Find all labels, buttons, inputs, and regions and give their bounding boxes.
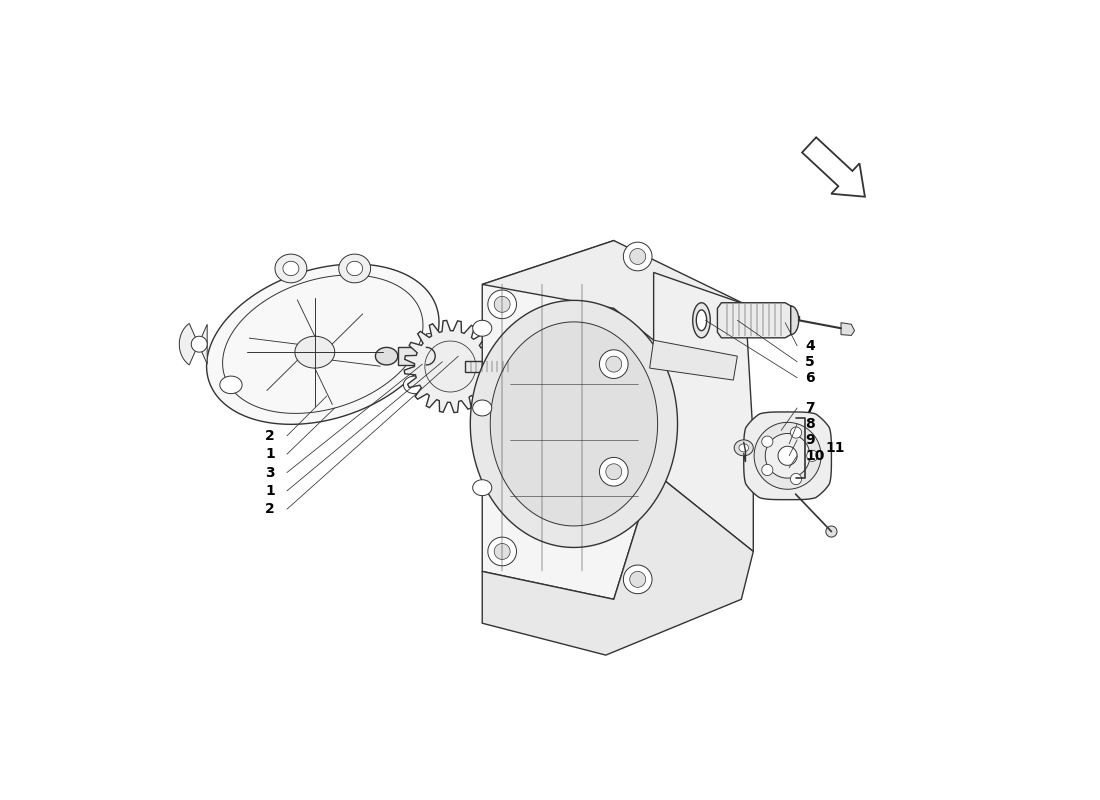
Polygon shape	[791, 306, 799, 334]
Text: 5: 5	[805, 354, 815, 369]
Polygon shape	[791, 474, 802, 485]
Polygon shape	[404, 376, 426, 394]
Polygon shape	[606, 464, 621, 480]
Polygon shape	[488, 290, 517, 318]
Polygon shape	[275, 254, 307, 283]
Polygon shape	[762, 465, 773, 475]
Polygon shape	[653, 273, 754, 551]
Polygon shape	[534, 359, 548, 374]
Text: 7: 7	[805, 401, 815, 415]
Polygon shape	[473, 320, 492, 336]
Polygon shape	[629, 249, 646, 265]
Text: 8: 8	[805, 417, 815, 431]
Text: 3: 3	[265, 466, 275, 479]
Polygon shape	[207, 264, 439, 424]
Text: 2: 2	[265, 502, 275, 516]
Polygon shape	[464, 361, 514, 372]
Polygon shape	[755, 422, 821, 490]
Polygon shape	[762, 436, 773, 447]
Polygon shape	[624, 242, 652, 271]
Text: 9: 9	[805, 433, 815, 447]
Polygon shape	[473, 400, 492, 416]
Text: 11: 11	[825, 441, 845, 455]
Polygon shape	[600, 458, 628, 486]
Text: 1: 1	[265, 447, 275, 462]
Text: 2: 2	[265, 429, 275, 443]
Polygon shape	[482, 241, 746, 356]
Polygon shape	[842, 322, 855, 335]
Polygon shape	[425, 341, 476, 392]
Polygon shape	[717, 302, 791, 338]
Polygon shape	[606, 356, 621, 372]
Polygon shape	[806, 450, 818, 462]
Polygon shape	[191, 336, 207, 352]
Polygon shape	[491, 322, 658, 526]
Polygon shape	[507, 352, 529, 381]
Text: 10: 10	[805, 449, 825, 463]
Polygon shape	[696, 310, 706, 330]
Text: 6: 6	[805, 370, 815, 385]
Polygon shape	[405, 321, 496, 413]
Polygon shape	[494, 296, 510, 312]
Polygon shape	[346, 262, 363, 276]
Polygon shape	[693, 302, 711, 338]
Polygon shape	[220, 376, 242, 394]
Polygon shape	[431, 342, 442, 354]
Polygon shape	[398, 347, 427, 365]
Polygon shape	[436, 352, 464, 381]
Polygon shape	[488, 537, 517, 566]
Polygon shape	[482, 241, 653, 599]
Polygon shape	[650, 340, 737, 380]
Polygon shape	[791, 427, 802, 438]
Polygon shape	[427, 332, 444, 364]
Polygon shape	[739, 444, 748, 452]
Polygon shape	[535, 346, 546, 386]
Polygon shape	[283, 262, 299, 276]
Polygon shape	[339, 254, 371, 283]
Text: 4: 4	[805, 338, 815, 353]
Polygon shape	[629, 571, 646, 587]
Polygon shape	[179, 323, 207, 365]
Polygon shape	[295, 336, 334, 368]
Polygon shape	[778, 446, 798, 466]
Polygon shape	[826, 526, 837, 537]
Polygon shape	[744, 412, 832, 500]
Polygon shape	[473, 480, 492, 496]
Polygon shape	[624, 565, 652, 594]
Polygon shape	[471, 300, 678, 547]
Polygon shape	[494, 543, 510, 559]
Polygon shape	[222, 275, 424, 414]
Polygon shape	[766, 434, 810, 478]
Polygon shape	[734, 440, 754, 456]
Polygon shape	[802, 138, 865, 197]
Polygon shape	[512, 358, 525, 374]
Text: 1: 1	[265, 484, 275, 498]
Polygon shape	[375, 347, 398, 365]
Polygon shape	[600, 350, 628, 378]
Polygon shape	[482, 472, 754, 655]
